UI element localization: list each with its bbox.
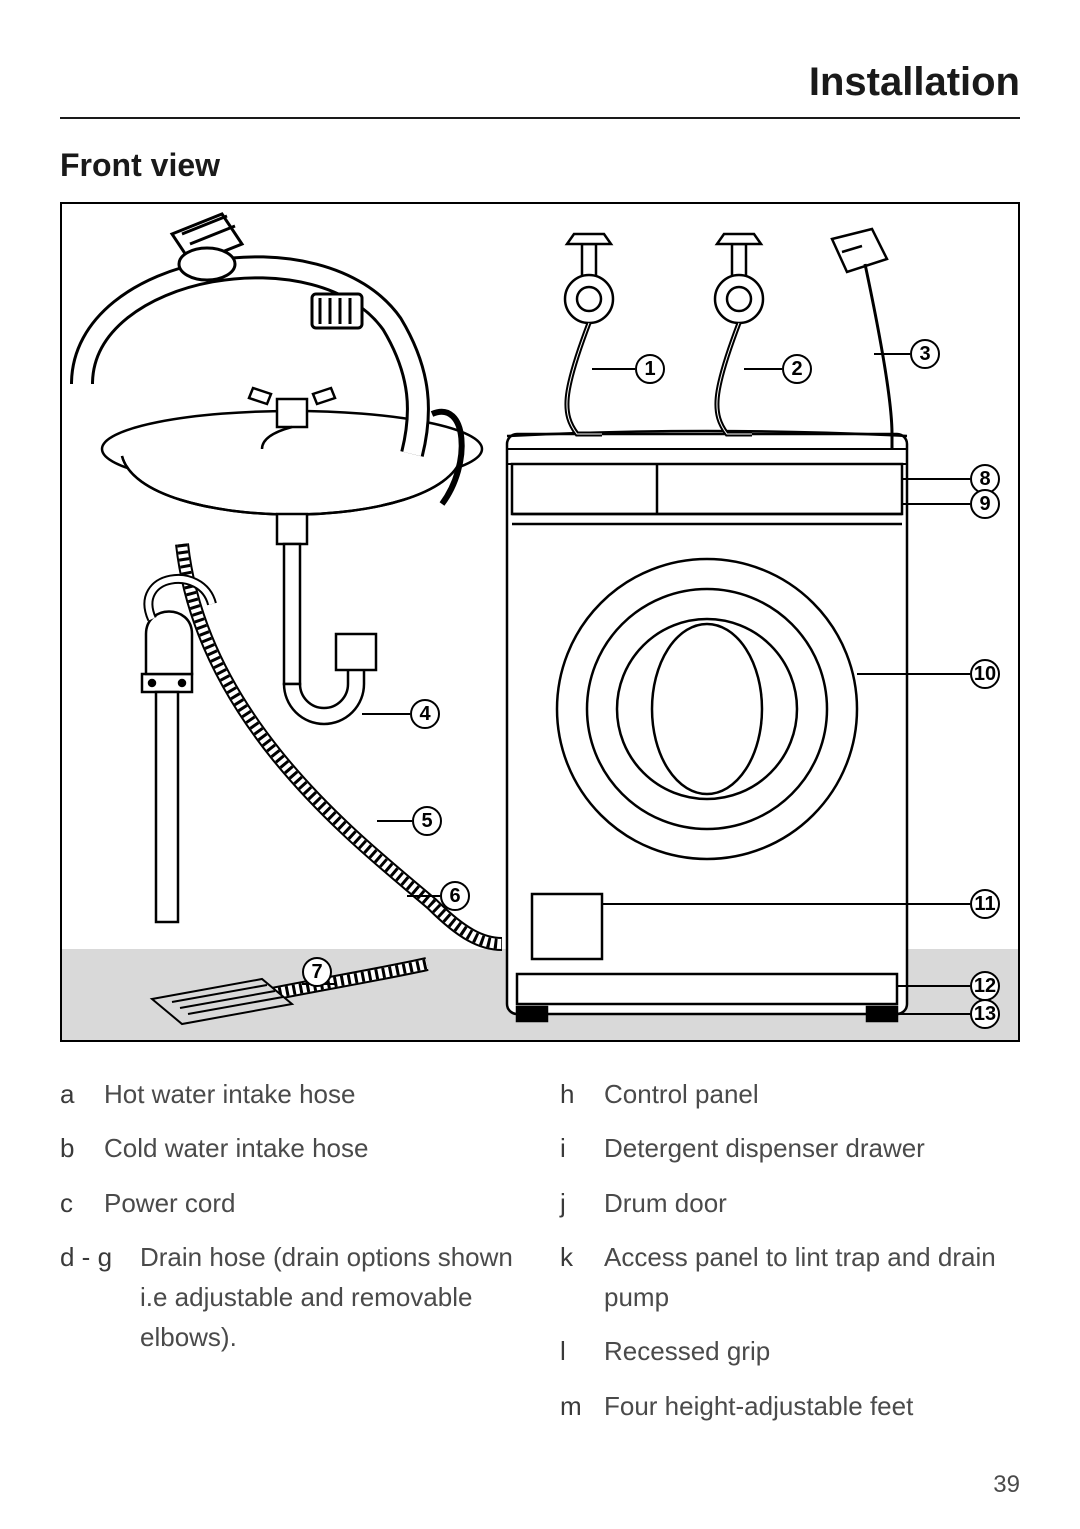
callout-1: 1 (636, 355, 664, 383)
callout-13: 13 (971, 1000, 999, 1028)
legend-text: Drum door (604, 1183, 727, 1223)
legend-key: l (560, 1331, 604, 1371)
legend-left-column: a Hot water intake hose b Cold water int… (60, 1074, 520, 1440)
callout-10: 10 (971, 660, 999, 688)
callout-11: 11 (971, 890, 999, 918)
callout-5: 5 (413, 807, 441, 835)
power-plug (832, 229, 892, 449)
svg-text:7: 7 (311, 961, 322, 983)
svg-text:6: 6 (449, 885, 460, 907)
legend-text: Access panel to lint trap and drain pump (604, 1237, 1020, 1318)
legend-item: h Control panel (560, 1074, 1020, 1114)
legend-text: Four height-adjustable feet (604, 1386, 913, 1426)
legend-right-column: h Control panel i Detergent dispenser dr… (560, 1074, 1020, 1440)
svg-text:3: 3 (919, 343, 930, 365)
svg-text:11: 11 (974, 893, 995, 915)
svg-text:9: 9 (979, 493, 990, 515)
legend-key: m (560, 1386, 604, 1426)
washing-machine (507, 431, 907, 1021)
callout-2: 2 (783, 355, 811, 383)
front-view-diagram: 1 2 3 4 5 6 7 8 (60, 202, 1020, 1042)
legend-item: b Cold water intake hose (60, 1128, 520, 1168)
cold-water-tap (715, 234, 763, 434)
legend-item: k Access panel to lint trap and drain pu… (560, 1237, 1020, 1318)
svg-text:8: 8 (979, 468, 990, 490)
legend-key: a (60, 1074, 104, 1114)
legend-item: d - g Drain hose (drain options shown i.… (60, 1237, 520, 1358)
legend-item: j Drum door (560, 1183, 1020, 1223)
svg-text:10: 10 (974, 663, 996, 685)
legend-key: i (560, 1128, 604, 1168)
svg-text:2: 2 (791, 358, 802, 380)
legend-item: i Detergent dispenser drawer (560, 1128, 1020, 1168)
legend-key: b (60, 1128, 104, 1168)
hot-water-tap (565, 234, 613, 434)
svg-text:12: 12 (974, 975, 996, 997)
legend-key: j (560, 1183, 604, 1223)
callout-8: 8 (971, 465, 999, 493)
legend-key: c (60, 1183, 104, 1223)
callout-9: 9 (971, 490, 999, 518)
legend-text: Hot water intake hose (104, 1074, 355, 1114)
legend-key: h (560, 1074, 604, 1114)
legend: a Hot water intake hose b Cold water int… (60, 1074, 1020, 1440)
legend-key: d - g (60, 1237, 140, 1358)
callout-6: 6 (441, 882, 469, 910)
section-title: Front view (60, 147, 1020, 184)
svg-text:1: 1 (644, 358, 655, 380)
svg-text:13: 13 (974, 1003, 996, 1025)
drain-hose-ribbed (182, 544, 502, 994)
svg-text:5: 5 (421, 810, 432, 832)
callout-4: 4 (411, 700, 439, 728)
callout-3: 3 (911, 340, 939, 368)
legend-key: k (560, 1237, 604, 1318)
svg-text:4: 4 (419, 703, 431, 725)
legend-item: a Hot water intake hose (60, 1074, 520, 1114)
callout-7: 7 (303, 958, 331, 986)
legend-text: Control panel (604, 1074, 759, 1114)
legend-item: c Power cord (60, 1183, 520, 1223)
legend-text: Detergent dispenser drawer (604, 1128, 925, 1168)
legend-text: Cold water intake hose (104, 1128, 368, 1168)
legend-text: Recessed grip (604, 1331, 770, 1371)
legend-item: m Four height-adjustable feet (560, 1386, 1020, 1426)
page-header-title: Installation (60, 60, 1020, 119)
legend-text: Drain hose (drain options shown i.e adju… (140, 1237, 520, 1358)
page-number: 39 (993, 1471, 1020, 1499)
callout-12: 12 (971, 972, 999, 1000)
legend-item: l Recessed grip (560, 1331, 1020, 1371)
legend-text: Power cord (104, 1183, 236, 1223)
